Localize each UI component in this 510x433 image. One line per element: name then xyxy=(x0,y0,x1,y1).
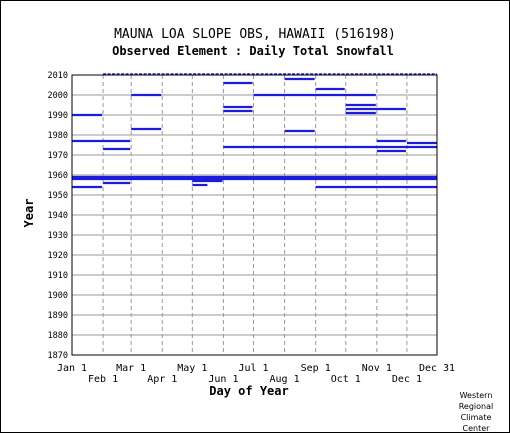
credit-line-1: Western xyxy=(460,391,493,400)
y-tick-label: 1880 xyxy=(48,331,68,341)
x-tick-label: Jul 1 xyxy=(238,363,268,374)
x-tick-label: May 1 xyxy=(177,363,207,374)
bars xyxy=(72,73,437,189)
y-tick-label: 1930 xyxy=(48,231,68,241)
credit-line-2: Regional xyxy=(459,402,494,411)
x-tick-label: Feb 1 xyxy=(88,374,118,385)
x-tick-label: Jan 1 xyxy=(57,363,87,374)
y-tick-label: 2010 xyxy=(48,71,68,81)
y-tick-label: 1980 xyxy=(48,131,68,141)
y-tick-label: 1940 xyxy=(48,211,68,221)
y-tick-label: 2000 xyxy=(48,91,68,101)
x-tick-label: Aug 1 xyxy=(270,374,300,385)
x-axis-label: Day of Year xyxy=(209,384,288,398)
x-tick-label: Sep 1 xyxy=(301,363,331,374)
credit-line-3: Climate xyxy=(461,413,492,422)
y-tick-label: 1960 xyxy=(48,171,68,181)
y-tick-label: 1970 xyxy=(48,151,68,161)
y-tick-label: 1870 xyxy=(48,351,68,361)
x-tick-label: Apr 1 xyxy=(147,374,177,385)
chart-title: MAUNA LOA SLOPE OBS, HAWAII (516198) xyxy=(114,27,396,42)
y-axis-label: Year xyxy=(22,199,36,228)
x-tick-label: Oct 1 xyxy=(331,374,361,385)
y-tick-label: 1910 xyxy=(48,271,68,281)
y-tick-label: 1990 xyxy=(48,111,68,121)
x-tick-labels: Jan 1 Mar 1 May 1 Jul 1 Sep 1 Nov 1 Dec 31 Feb … xyxy=(57,363,455,385)
y-tick-label: 1920 xyxy=(48,251,68,261)
y-tick-label: 1950 xyxy=(48,191,68,201)
y-tick-label: 1900 xyxy=(48,291,68,301)
y-tick-labels: 2010 2000 1990 1980 1970 1960 1950 1940 1930 1920… xyxy=(48,71,68,361)
x-tick-label: Mar 1 xyxy=(116,363,146,374)
credit-line-4: Center xyxy=(463,424,491,433)
x-tick-label: Nov 1 xyxy=(362,363,392,374)
x-tick-label: Jun 1 xyxy=(208,374,238,385)
plot-border xyxy=(71,74,438,356)
credit: Western Regional Climate Center xyxy=(459,391,494,433)
x-tick-label: Dec 1 xyxy=(392,374,422,385)
chart-subtitle: Observed Element : Daily Total Snowfall xyxy=(112,44,394,58)
grid xyxy=(72,74,437,356)
y-tick-label: 1890 xyxy=(48,311,68,321)
x-tick-label: Dec 31 xyxy=(419,363,455,374)
